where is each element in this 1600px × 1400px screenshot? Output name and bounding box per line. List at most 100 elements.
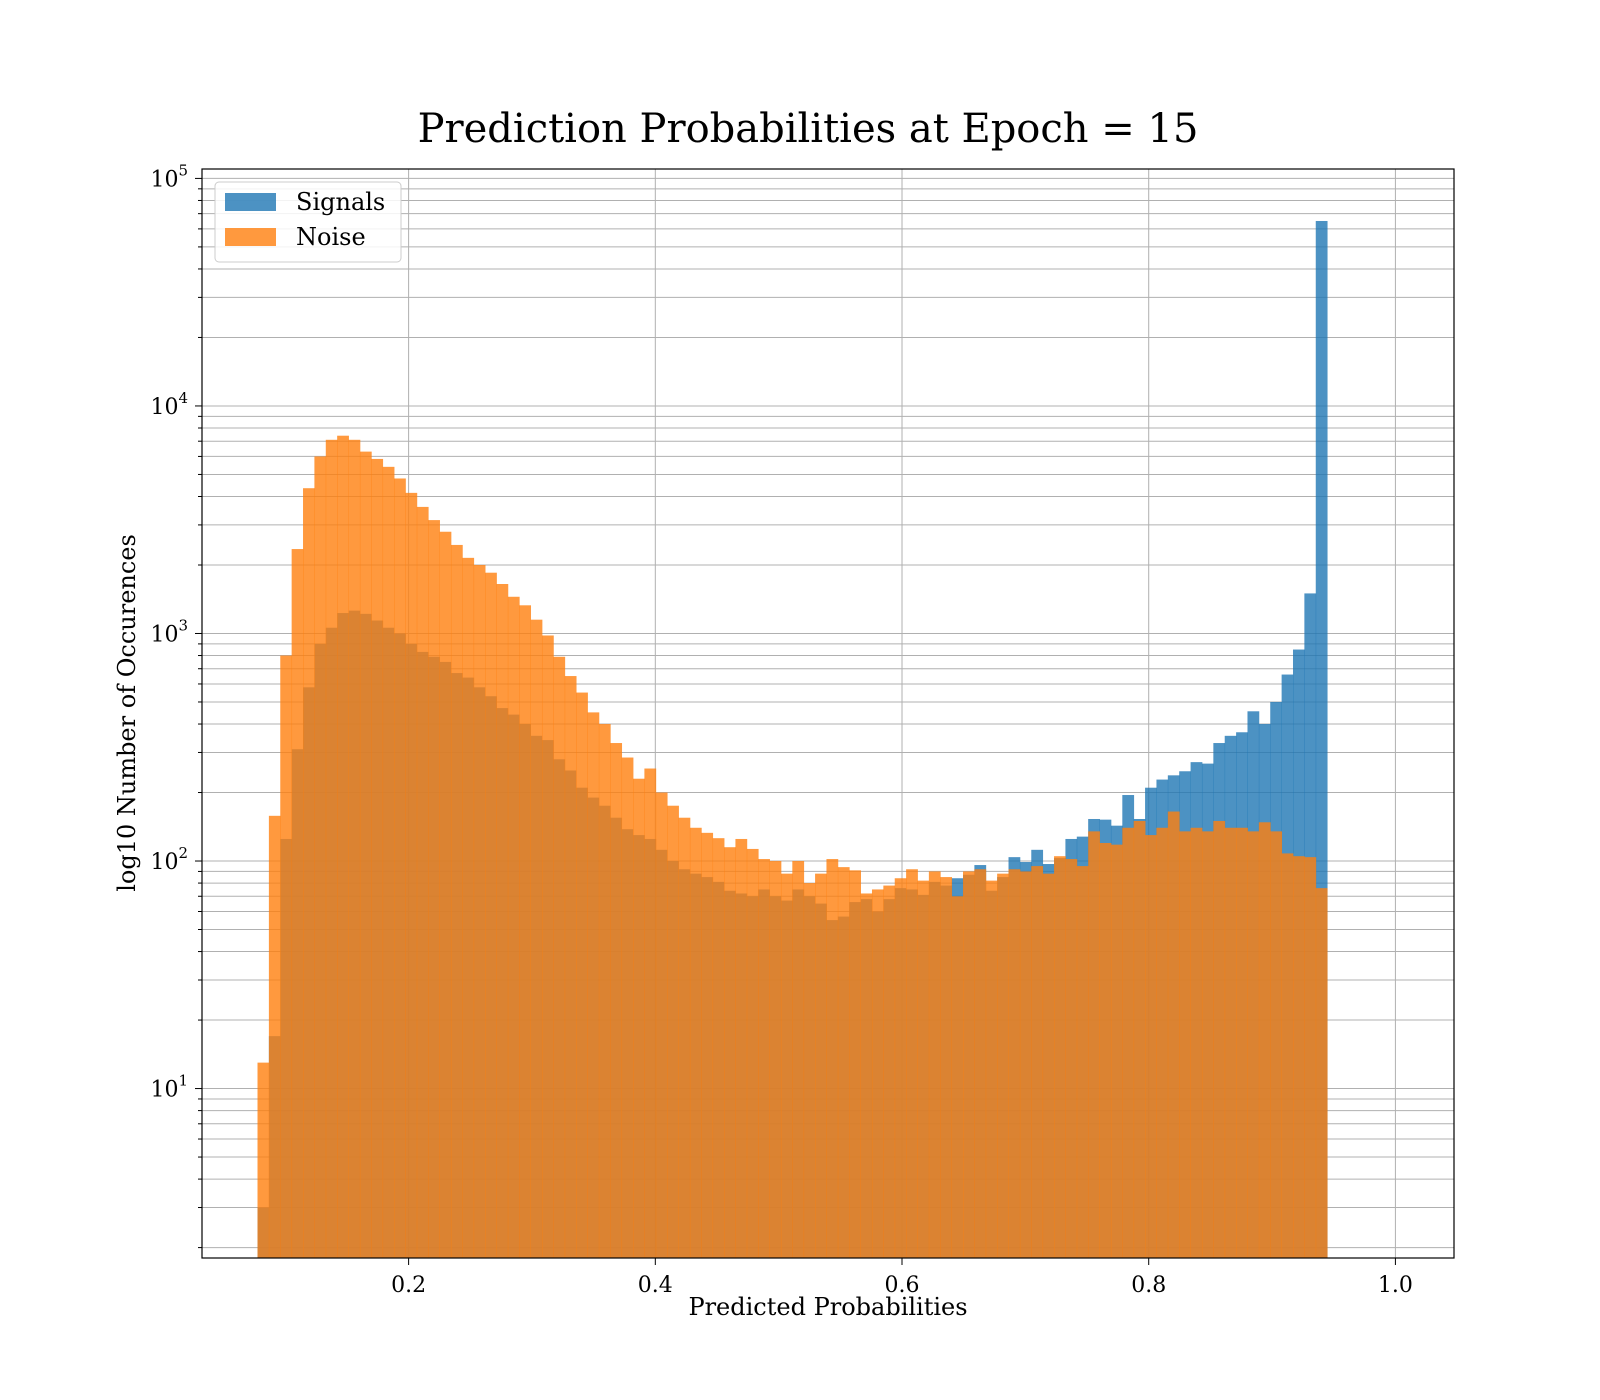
x-tick-label: 0.2 <box>391 1273 426 1298</box>
x-tick-label: 0.6 <box>885 1273 920 1298</box>
x-tick-label: 0.4 <box>638 1273 673 1298</box>
chart-title: Prediction Probabilities at Epoch = 15 <box>418 106 1199 152</box>
bar-noise <box>1145 835 1157 1258</box>
plot-area <box>201 168 1455 1259</box>
bar-noise <box>974 869 987 1258</box>
bar-noise <box>314 456 327 1258</box>
bar-noise <box>621 757 634 1258</box>
bar-noise <box>462 557 475 1258</box>
bar-noise <box>382 466 395 1258</box>
y-tick-label: 104 <box>150 389 188 420</box>
bar-noise <box>530 619 543 1258</box>
bar-noise <box>997 873 1009 1258</box>
bar-noise <box>1315 888 1328 1258</box>
bar-noise <box>1076 866 1089 1258</box>
bar-noise <box>758 859 770 1258</box>
bar-noise <box>780 873 793 1258</box>
bar-noise <box>769 861 782 1258</box>
bar-noise <box>701 832 714 1258</box>
bar-noise <box>963 871 975 1258</box>
bar-noise <box>291 549 304 1258</box>
bar-noise <box>1031 866 1044 1258</box>
bar-noise <box>1110 844 1123 1258</box>
bar-noise <box>450 544 463 1258</box>
y-tick-label: 102 <box>150 844 188 875</box>
bar-noise <box>1122 827 1135 1258</box>
bar-noise <box>792 861 805 1258</box>
bar-noise <box>1065 859 1078 1258</box>
bar-noise <box>268 815 281 1258</box>
x-axis-label: Predicted Probabilities <box>688 1293 967 1321</box>
bar-noise <box>598 724 611 1258</box>
bar-noise <box>1179 831 1191 1258</box>
bar-noise <box>1270 831 1283 1258</box>
bar-noise <box>1133 820 1146 1258</box>
bar-noise <box>906 869 918 1258</box>
bar-noise <box>610 743 623 1258</box>
bar-noise <box>985 880 998 1258</box>
bar-noise <box>826 859 839 1258</box>
bar-noise <box>405 492 418 1258</box>
bar-noise <box>746 848 759 1258</box>
bar-noise <box>928 871 941 1258</box>
bar-noise <box>473 564 486 1258</box>
bar-noise <box>1088 831 1100 1258</box>
bar-noise <box>667 805 679 1258</box>
legend: Signals Noise <box>214 181 402 263</box>
x-tick-label: 0.8 <box>1131 1273 1166 1298</box>
bar-noise <box>644 768 657 1258</box>
bar-noise <box>416 506 429 1258</box>
bar-noise <box>1247 831 1260 1258</box>
bar-noise <box>485 572 497 1258</box>
bar-noise <box>553 656 566 1258</box>
x-axis-ticks: 0.2 0.4 0.6 0.8 1.0 <box>391 1258 1413 1298</box>
bar-noise <box>1281 853 1294 1258</box>
bar-noise <box>1224 827 1237 1258</box>
bar-noise <box>576 692 588 1258</box>
bar-noise <box>803 883 816 1258</box>
bar-noise <box>439 531 452 1258</box>
bar-noise <box>496 583 509 1258</box>
bar-noise <box>1054 856 1066 1258</box>
legend-swatch-signals <box>225 193 276 211</box>
bar-noise <box>541 635 554 1258</box>
y-axis-ticks: 101 102 103 104 105 <box>150 161 202 1249</box>
bar-noise <box>280 655 293 1258</box>
y-tick-label: 103 <box>150 616 188 647</box>
bar-noise <box>894 878 907 1258</box>
series-noise <box>257 435 1328 1258</box>
y-tick-label: 105 <box>150 161 188 192</box>
bar-noise <box>1190 827 1203 1258</box>
bar-signals <box>1315 220 1328 1258</box>
legend-label-signals: Signals <box>296 188 385 216</box>
bar-noise <box>564 676 577 1258</box>
bar-noise <box>940 877 953 1258</box>
bar-noise <box>655 792 668 1258</box>
bar-noise <box>325 439 338 1258</box>
bar-noise <box>1236 827 1248 1258</box>
bar-noise <box>689 827 702 1258</box>
bar-noise <box>348 439 361 1258</box>
bar-noise <box>1292 856 1305 1258</box>
bar-noise <box>871 889 884 1258</box>
bar-noise <box>837 867 850 1258</box>
bar-noise <box>519 605 532 1258</box>
bar-noise <box>1156 827 1169 1258</box>
bar-noise <box>359 451 372 1258</box>
bar-noise <box>337 435 349 1258</box>
legend-label-noise: Noise <box>296 223 366 251</box>
bar-noise <box>815 873 827 1258</box>
bar-noise <box>1201 831 1214 1258</box>
y-axis-label: log10 Number of Occurences <box>113 534 141 892</box>
bar-noise <box>1099 843 1112 1258</box>
bar-noise <box>257 1062 270 1258</box>
bar-noise <box>1008 869 1021 1258</box>
bar-noise <box>1213 820 1226 1258</box>
bar-noise <box>917 880 930 1258</box>
bar-noise <box>633 778 645 1258</box>
bar-noise <box>735 838 748 1258</box>
bar-noise <box>1042 873 1055 1258</box>
bar-noise <box>883 885 896 1258</box>
bar-noise <box>1167 811 1180 1258</box>
